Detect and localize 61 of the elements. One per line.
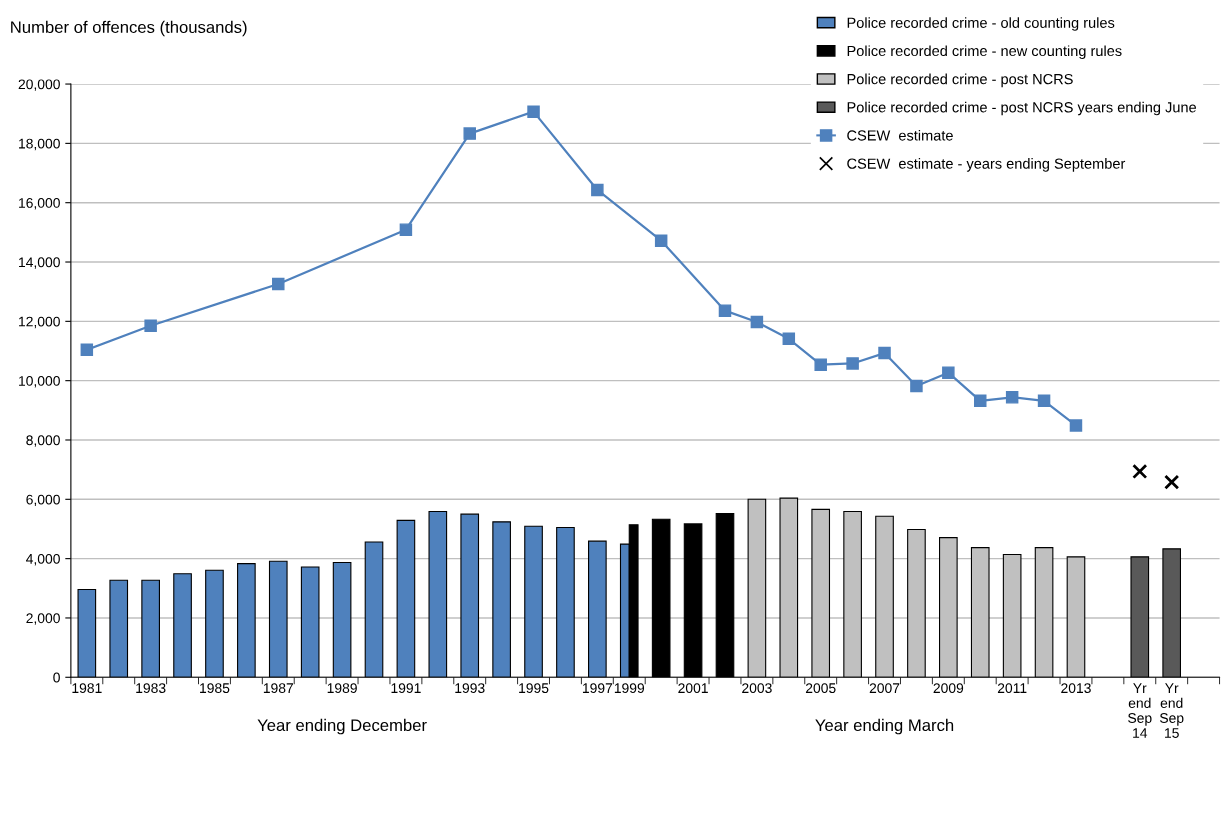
x-tick-label: 1981 (72, 683, 102, 694)
x-tick-label: 1985 (200, 683, 230, 694)
point (1037, 394, 1051, 408)
x-tick-label: 1997 (582, 683, 613, 694)
point (973, 394, 987, 408)
x-tick-label: 2007 (869, 683, 900, 694)
x-tick-label: 1999 (614, 683, 645, 694)
legend-label: Police recorded crime - post NCRS (847, 73, 1073, 88)
point (399, 223, 413, 236)
point (591, 183, 604, 197)
point (80, 343, 94, 357)
legend-label: Police recorded crime - new counting rules (847, 45, 1122, 59)
legend-label: Police recorded crime - post NCRS years ending June (847, 101, 1197, 116)
x-tick-label: 1993 (455, 683, 485, 694)
point (878, 346, 891, 360)
point (718, 304, 732, 317)
point (942, 366, 955, 379)
point (750, 315, 764, 329)
point (463, 127, 476, 140)
x-tick-label: 1989 (327, 683, 357, 694)
x-tick-label: 1987 (263, 683, 294, 694)
point (144, 319, 157, 333)
y-tick-label: 16,000 (19, 198, 60, 210)
x-tick-label: Yr end Sep 15 (1159, 683, 1184, 738)
x-tick-label: 2009 (933, 683, 964, 694)
y-tick-label: 18,000 (19, 138, 60, 151)
point (846, 357, 859, 370)
x-tick-label: Yr end Sep 14 (1128, 683, 1152, 738)
point (1164, 474, 1180, 490)
point (1005, 391, 1019, 404)
y-tick-label: 6,000 (26, 494, 60, 507)
x-tick-label: 1991 (391, 683, 421, 694)
y-tick-label: 10,000 (19, 376, 60, 388)
y-axis-title: Number of offences (thousands) (11, 20, 247, 37)
x-tick-label: 2011 (997, 683, 1027, 694)
point (527, 105, 540, 118)
text: Year ending March (815, 718, 954, 735)
legend-label: Police recorded crime - old counting rules (847, 17, 1115, 31)
y-tick-label: 2,000 (26, 613, 60, 625)
legend-label: CSEW estimate - years ending September (847, 158, 1126, 172)
x-tick-label: 2001 (678, 683, 708, 694)
point (1069, 419, 1083, 432)
x-tick-label: 2005 (805, 683, 836, 694)
x-tick-label: 1995 (519, 683, 549, 694)
point (654, 234, 668, 247)
legend-label: CSEW estimate (847, 129, 953, 141)
point (782, 332, 796, 346)
x-tick-label: 2013 (1061, 683, 1091, 694)
y-tick-label: 12,000 (19, 316, 60, 329)
x-tick-label: 1983 (136, 683, 166, 694)
y-tick-label: 0 (53, 672, 60, 683)
point (272, 277, 285, 291)
x-axis-title: Year ending December (257, 718, 427, 735)
point (910, 379, 923, 393)
point (1132, 463, 1148, 480)
y-tick-label: 4,000 (26, 553, 60, 566)
y-tick-label: 8,000 (26, 435, 60, 447)
point (814, 358, 827, 371)
x-tick-label: 2003 (742, 683, 772, 694)
y-tick-label: 14,000 (19, 257, 60, 269)
y-tick-label: 20,000 (18, 79, 60, 91)
